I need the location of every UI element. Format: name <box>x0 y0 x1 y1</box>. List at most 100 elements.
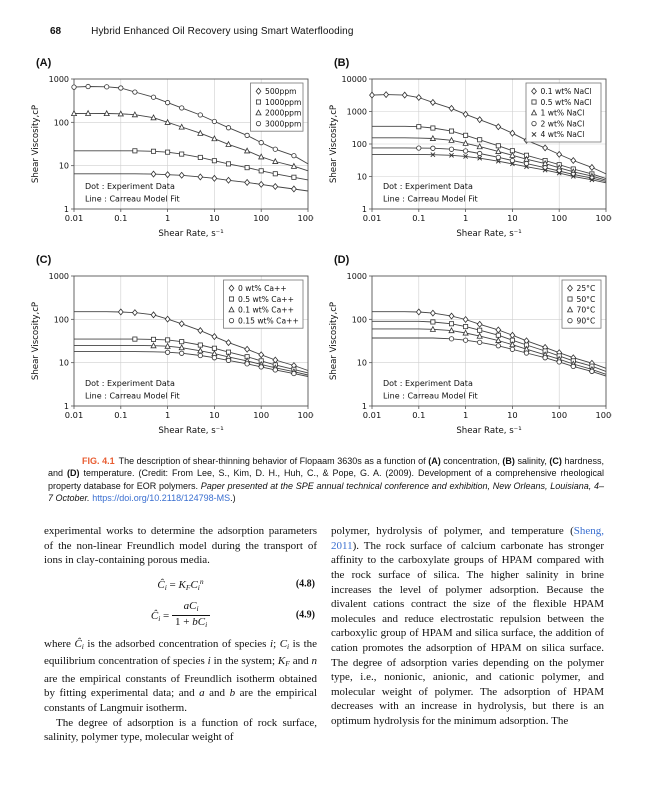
circle-marker <box>118 85 124 91</box>
y-tick-label: 10 <box>357 359 367 368</box>
citation-link[interactable]: Sheng, 2011 <box>331 525 604 552</box>
square-marker <box>211 158 217 164</box>
diamond-marker <box>164 315 171 323</box>
y-tick-label: 10 <box>59 359 69 368</box>
note-carreau-fit: Line : Carreau Model Fit <box>85 392 180 401</box>
y-axis-title: Shear Viscosity,cP <box>31 302 41 380</box>
x-marker <box>524 164 529 170</box>
x-marker <box>495 158 501 164</box>
right-column: polymer, hydrolysis of polymer, and temp… <box>331 524 604 745</box>
y-tick-label: 1 <box>64 402 69 411</box>
chart-salinity: 0.01 0.1 1 10 100 1000 1 10 100 1000 10000 0.1 wt% … <box>326 72 612 244</box>
page-number: 68 <box>50 26 62 37</box>
diamond-marker <box>211 174 218 182</box>
diamond-marker <box>197 327 204 335</box>
x-marker <box>589 177 595 183</box>
plot-border <box>371 275 607 407</box>
legend-label: 0 wt% Ca++ <box>238 284 287 293</box>
diamond-marker <box>570 157 577 165</box>
triangle-marker <box>131 111 139 118</box>
y-tick-label: 100 <box>352 140 367 149</box>
chart-canvas-C: 0.01 0.1 1 10 100 1000 1 10 100 1000 0 wt% Ca++ 0.5… <box>31 272 314 436</box>
legend-label: 4 wt% NaCl <box>541 130 585 139</box>
x-marker <box>542 167 548 173</box>
legend-label: 1 wt% NaCl <box>541 109 585 118</box>
series-0.1 wt% NaCl <box>369 91 607 175</box>
note-experiment-data: Dot : Experiment Data <box>383 182 473 191</box>
circle-marker <box>448 146 455 152</box>
chart-canvas-B: 0.01 0.1 1 10 100 1000 1 10 100 1000 10000 0.1 wt% … <box>329 75 612 239</box>
series-25°C <box>372 308 607 369</box>
circle-marker <box>589 368 595 374</box>
diamond-marker <box>415 308 422 316</box>
y-tick-label: 1000 <box>347 272 367 281</box>
series-2000ppm <box>70 109 309 172</box>
x-tick-label: 0.1 <box>114 410 127 420</box>
square-marker <box>244 165 250 171</box>
note-experiment-data: Dot : Experiment Data <box>383 379 473 388</box>
x-tick-label: 1000 <box>595 410 612 420</box>
x-tick-label: 1 <box>165 410 170 420</box>
series-4 wt% NaCl <box>372 152 607 184</box>
x-tick-label: 1 <box>165 213 170 223</box>
circle-marker <box>258 140 264 146</box>
diamond-marker <box>383 91 390 99</box>
equation-body: Ĉi = KFCin <box>157 576 204 592</box>
diamond-marker <box>150 170 157 178</box>
x-marker <box>430 152 436 158</box>
citation-link[interactable]: https://doi.org/10.2118/124798-MS <box>92 492 231 503</box>
circle-marker <box>244 361 250 367</box>
circle-marker <box>132 89 138 95</box>
triangle-marker <box>70 109 78 116</box>
chart-temperature: 0.01 0.1 1 10 100 1000 1 10 100 1000 25°C 50°C 70°C9… <box>326 269 612 441</box>
circle-marker <box>272 367 278 373</box>
figure-caption: FIG. 4.1 The description of shear-thinnin… <box>48 456 605 503</box>
x-tick-label: 1 <box>463 410 468 420</box>
diamond-marker <box>509 331 516 339</box>
y-tick-label: 100 <box>352 315 367 324</box>
circle-marker <box>448 336 455 342</box>
circle-marker <box>179 105 185 111</box>
diamond-marker <box>225 176 232 184</box>
circle-marker <box>430 145 436 151</box>
circle-marker <box>523 350 530 356</box>
diamond-marker <box>429 309 436 317</box>
diamond-marker <box>255 87 262 95</box>
legend-label: 0.1 wt% NaCl <box>541 87 592 96</box>
square-marker <box>211 345 217 351</box>
y-axis-title: Shear Viscosity,cP <box>31 105 41 183</box>
square-marker <box>225 161 231 167</box>
note-carreau-fit: Line : Carreau Model Fit <box>383 195 478 204</box>
paragraph: where Ĉi is the adsorbed concentration o… <box>44 637 318 714</box>
square-marker <box>477 137 483 143</box>
y-axis-title: Shear Viscosity,cP <box>329 105 339 183</box>
y-tick-label: 1000 <box>347 108 367 117</box>
x-marker <box>477 155 483 161</box>
circle-marker <box>509 157 515 164</box>
series-3000ppm <box>71 83 309 165</box>
diamond-marker <box>197 173 204 181</box>
circle-marker <box>291 153 297 159</box>
x-tick-label: 100 <box>253 213 269 223</box>
diamond-marker <box>448 104 455 112</box>
note-carreau-fit: Line : Carreau Model Fit <box>85 195 180 204</box>
paragraph: experimental works to determine the adso… <box>44 525 317 567</box>
legend-label: 0.5 wt% Ca++ <box>238 295 294 304</box>
square-marker <box>430 319 436 325</box>
triangle-marker <box>258 153 265 160</box>
x-tick-label: 1000 <box>297 410 314 420</box>
x-marker <box>556 170 562 176</box>
x-tick-label: 10 <box>209 410 220 420</box>
legend-label: 90°C <box>577 316 596 325</box>
x-tick-label: 0.1 <box>114 213 127 223</box>
series-90°C <box>372 336 607 377</box>
legend-label: 1000ppm <box>265 98 301 107</box>
square-marker <box>416 124 422 130</box>
x-tick-label: 0.1 <box>412 410 425 420</box>
circle-marker <box>85 83 91 90</box>
x-tick-label: 1 <box>463 213 468 223</box>
x-marker <box>449 152 454 158</box>
series-0.15 wt% Ca++ <box>74 349 309 377</box>
triangle-marker <box>225 140 232 147</box>
